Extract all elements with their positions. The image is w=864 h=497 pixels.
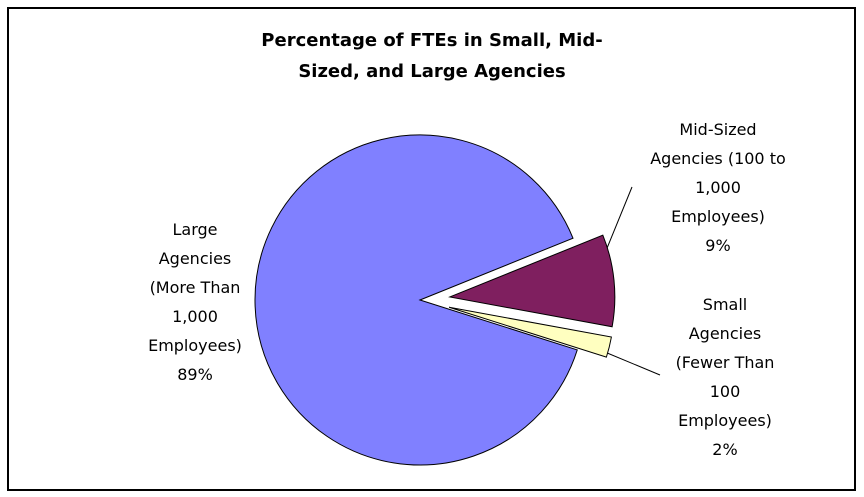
pie-slice	[448, 306, 612, 358]
leader-line	[599, 349, 661, 376]
slice-label: Small Agencies (Fewer Than 100 Employees…	[665, 290, 785, 464]
category-label: Large Agencies (More Than 1,000 Employee…	[148, 220, 242, 355]
category-label: Small Agencies (Fewer Than 100 Employees…	[675, 295, 775, 430]
pie-slice	[448, 234, 616, 328]
value-label: 9%	[705, 236, 731, 255]
leader-line	[602, 186, 633, 259]
slice-label: Mid-Sized Agencies (100 to 1,000 Employe…	[650, 115, 786, 260]
pie-slice	[254, 134, 578, 466]
slice-label: Large Agencies (More Than 1,000 Employee…	[135, 215, 255, 389]
chart-title: Percentage of FTEs in Small, Mid-Sized, …	[261, 30, 603, 82]
category-label: Mid-Sized Agencies (100 to 1,000 Employe…	[650, 120, 786, 226]
value-label: 2%	[712, 440, 738, 459]
value-label: 89%	[177, 365, 213, 384]
